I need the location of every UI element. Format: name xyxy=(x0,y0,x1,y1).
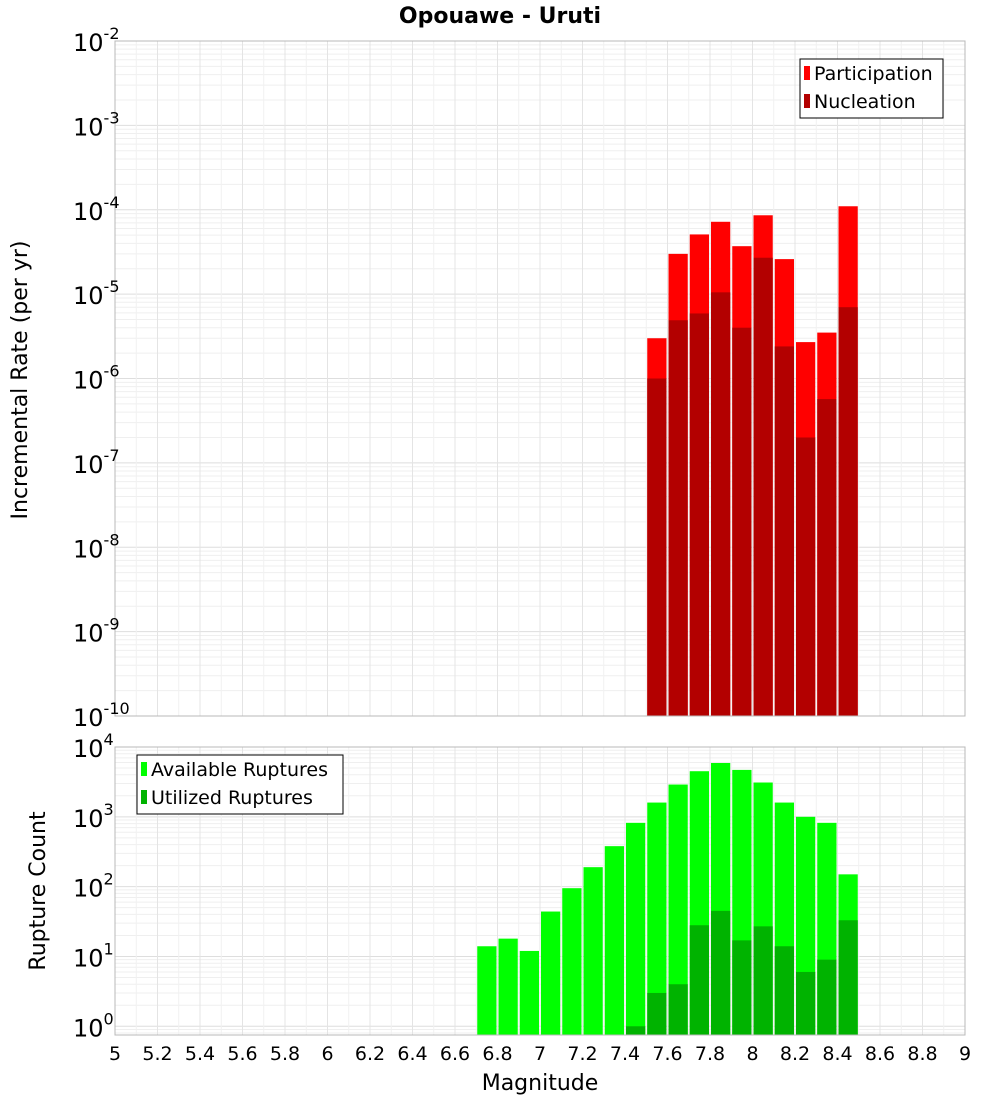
bar xyxy=(838,307,858,716)
y-tick-label: 102 xyxy=(73,870,114,903)
legend-swatch xyxy=(141,762,147,776)
y-tick-label: 10-4 xyxy=(73,193,120,226)
x-axis-ticks: 5 5.2 5.4 5.6 5.8 6 6.2 6.4 6.6 6.8 7 7.2 7.4 7.6 7.8 8… xyxy=(109,1043,971,1065)
bar xyxy=(689,925,709,1035)
grid xyxy=(114,41,966,717)
y-tick-label: 104 xyxy=(73,730,114,763)
series-available-ruptures xyxy=(477,762,858,1035)
series-nucleation xyxy=(647,257,858,716)
bar xyxy=(562,888,582,1035)
x-tick-label: 7.2 xyxy=(567,1043,597,1065)
bar xyxy=(796,437,816,716)
x-tick-label: 8.4 xyxy=(822,1043,852,1065)
y-axis-ticks: 10-10 10-9 10-8 10-7 10-6 10-5 10-4 10-3 10-2 xyxy=(73,24,130,732)
bar xyxy=(838,920,858,1035)
x-tick-label: 5.6 xyxy=(227,1043,257,1065)
y-tick-label: 10-6 xyxy=(73,362,120,395)
x-tick-label: 9 xyxy=(959,1043,971,1065)
bar xyxy=(604,846,624,1035)
y-tick-label: 101 xyxy=(73,939,114,972)
bar xyxy=(796,971,816,1035)
legend-swatch xyxy=(804,94,810,108)
bar xyxy=(668,784,688,1035)
y-axis-label-rupture-count: Rupture Count xyxy=(26,811,51,971)
x-tick-label: 8.6 xyxy=(865,1043,895,1065)
bar xyxy=(647,802,667,1035)
x-tick-label: 7.6 xyxy=(652,1043,682,1065)
y-tick-label: 10-7 xyxy=(73,446,120,479)
x-tick-label: 7 xyxy=(534,1043,546,1065)
bar xyxy=(477,946,497,1035)
x-tick-label: 6.2 xyxy=(355,1043,385,1065)
legend-label: Available Ruptures xyxy=(151,759,328,781)
x-tick-label: 6.4 xyxy=(397,1043,427,1065)
x-tick-label: 5.8 xyxy=(270,1043,300,1065)
legend-swatch xyxy=(804,66,810,80)
y-axis-ticks: 100 101 102 103 104 xyxy=(73,730,114,1042)
bar xyxy=(519,950,539,1035)
legend: Available Ruptures Utilized Ruptures xyxy=(136,754,344,815)
bar xyxy=(711,910,731,1035)
legend-swatch xyxy=(141,790,147,804)
legend-box xyxy=(136,754,344,815)
x-tick-label: 8 xyxy=(746,1043,758,1065)
series-utilized-ruptures xyxy=(626,910,858,1035)
rupture-count-panel: 100 101 102 103 104 Available Ruptures Utilize… xyxy=(73,730,966,1042)
bar xyxy=(774,346,794,716)
bar xyxy=(711,292,731,716)
y-axis-label-rate: Incremental Rate (per yr) xyxy=(8,241,33,520)
y-tick-label: 10-8 xyxy=(73,530,120,563)
y-tick-label: 10-9 xyxy=(73,615,120,648)
y-tick-label: 10-5 xyxy=(73,277,120,310)
legend-box xyxy=(799,58,944,119)
legend-label: Nucleation xyxy=(814,91,916,113)
bar xyxy=(626,1026,646,1035)
bar xyxy=(732,327,752,716)
x-tick-label: 8.8 xyxy=(907,1043,937,1065)
bar xyxy=(626,822,646,1035)
y-tick-label: 103 xyxy=(73,800,114,833)
plot-frame xyxy=(114,746,966,1036)
legend-label: Participation xyxy=(814,63,933,85)
bar xyxy=(817,959,837,1035)
y-tick-label: 10-10 xyxy=(73,699,130,732)
x-tick-label: 6 xyxy=(321,1043,333,1065)
bar xyxy=(753,257,773,716)
x-tick-label: 5 xyxy=(109,1043,121,1065)
bar xyxy=(753,926,773,1035)
x-tick-label: 6.6 xyxy=(440,1043,470,1065)
legend-label: Utilized Ruptures xyxy=(151,787,313,809)
bar xyxy=(774,946,794,1035)
chart-title: Opouawe - Uruti xyxy=(399,4,601,29)
y-tick-label: 10-3 xyxy=(73,108,120,141)
y-tick-label: 10-2 xyxy=(73,24,120,57)
bar xyxy=(583,867,603,1035)
bar xyxy=(498,938,518,1035)
bar xyxy=(647,378,667,716)
bar xyxy=(668,984,688,1035)
bar xyxy=(689,313,709,716)
x-tick-label: 8.2 xyxy=(780,1043,810,1065)
x-tick-label: 5.4 xyxy=(185,1043,215,1065)
x-tick-label: 6.8 xyxy=(482,1043,512,1065)
bar xyxy=(668,320,688,716)
rate-panel: 10-10 10-9 10-8 10-7 10-6 10-5 10-4 10-3 10-2 Par… xyxy=(73,24,966,732)
x-tick-label: 5.2 xyxy=(142,1043,172,1065)
bar xyxy=(817,399,837,716)
plot-frame xyxy=(114,40,966,717)
x-tick-label: 7.4 xyxy=(610,1043,640,1065)
bar xyxy=(647,992,667,1035)
bar xyxy=(541,911,561,1035)
legend: Participation Nucleation xyxy=(799,58,944,119)
x-axis-label: Magnitude xyxy=(482,1071,599,1096)
bar xyxy=(732,940,752,1035)
x-tick-label: 7.8 xyxy=(695,1043,725,1065)
y-tick-label: 100 xyxy=(73,1009,114,1042)
